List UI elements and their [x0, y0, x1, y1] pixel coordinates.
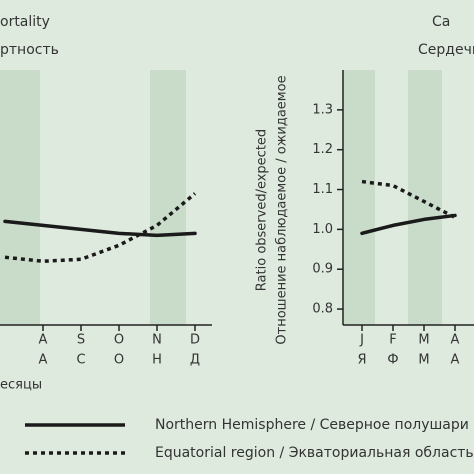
y-axis-label: Ratio observed/expected	[255, 129, 270, 291]
x-tick-label: С	[76, 353, 85, 368]
y-axis-label: Отношение наблюдаемое / ожидаемое	[275, 75, 290, 344]
chart-subtitle: ртность	[0, 42, 59, 58]
y-tick-label: 0.9	[312, 262, 333, 277]
series-line	[3, 219, 197, 238]
legend-label: Northern Hemisphere / Северное полушари	[155, 417, 469, 433]
band	[0, 70, 40, 325]
chart-title: Ca	[432, 14, 450, 30]
band	[343, 70, 375, 325]
x-tick-label: A	[39, 333, 48, 348]
chart-title: ortality	[0, 14, 50, 30]
x-tick-label: О	[114, 353, 124, 368]
x-tick-label: А	[451, 353, 460, 368]
x-tick-label: Я	[357, 353, 366, 368]
band	[408, 70, 442, 325]
series-line	[361, 179, 456, 219]
x-tick-label: А	[39, 353, 48, 368]
x-tick-label: F	[389, 333, 396, 348]
x-tick-label: O	[114, 333, 124, 348]
x-axis-label: есяцы	[0, 378, 42, 393]
y-tick-label: 0.8	[312, 302, 333, 317]
series-line	[4, 192, 197, 263]
series-line	[360, 213, 457, 236]
x-tick-label: M	[418, 333, 429, 348]
x-tick-label: Д	[190, 353, 200, 368]
x-tick-label: М	[418, 353, 429, 368]
x-tick-label: A	[451, 333, 460, 348]
legend-label: Equatorial region / Экваториальная облас…	[155, 445, 474, 461]
y-tick-label: 1.3	[312, 102, 333, 117]
chart-subtitle: Сердечн	[418, 42, 474, 58]
x-tick-label: Ф	[387, 353, 398, 368]
x-tick-label: J	[359, 333, 364, 348]
x-tick-label: S	[77, 333, 85, 348]
x-tick-label: Н	[152, 353, 162, 368]
x-tick-label: D	[190, 333, 200, 348]
band	[150, 70, 186, 325]
y-tick-label: 1.0	[312, 222, 333, 237]
x-tick-label: N	[152, 333, 162, 348]
y-tick-label: 1.2	[312, 142, 333, 157]
y-tick-label: 1.1	[312, 182, 333, 197]
